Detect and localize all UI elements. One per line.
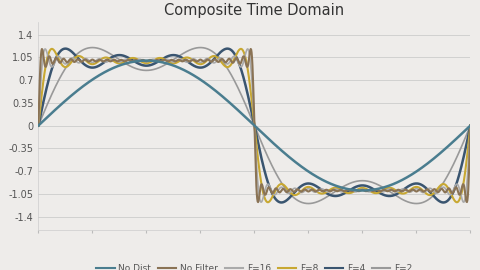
Legend: No Dist, No Filter, F=16, F=8, F=4, F=2: No Dist, No Filter, F=16, F=8, F=4, F=2 xyxy=(93,261,416,270)
Title: Composite Time Domain: Composite Time Domain xyxy=(164,3,345,18)
